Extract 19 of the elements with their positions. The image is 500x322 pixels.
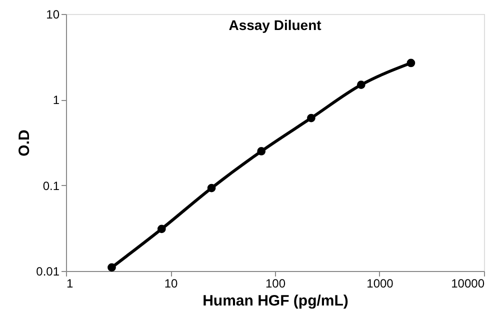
point	[207, 184, 216, 192]
x-axis-title: Human HGF (pg/mL)	[202, 292, 348, 310]
point	[406, 58, 416, 68]
chart-title: Assay Diluent	[228, 17, 322, 33]
y-axis-title: O.D	[16, 130, 34, 156]
x-tick-label: 10000	[451, 276, 485, 290]
y-tick-label: 10	[46, 8, 60, 22]
x-tick-label: 100	[265, 276, 286, 290]
point	[108, 263, 116, 272]
x-tick-label: 10	[164, 276, 178, 290]
x-tick-label: 1000	[366, 276, 394, 290]
point	[356, 80, 366, 90]
point	[307, 114, 316, 122]
y-tick-label: 1	[52, 93, 60, 108]
point	[157, 224, 166, 234]
y-tick-label: 0.1	[42, 178, 60, 193]
x-tick-label: 1	[66, 276, 74, 290]
point	[257, 147, 266, 156]
y-tick-label: 0.01	[36, 264, 60, 278]
